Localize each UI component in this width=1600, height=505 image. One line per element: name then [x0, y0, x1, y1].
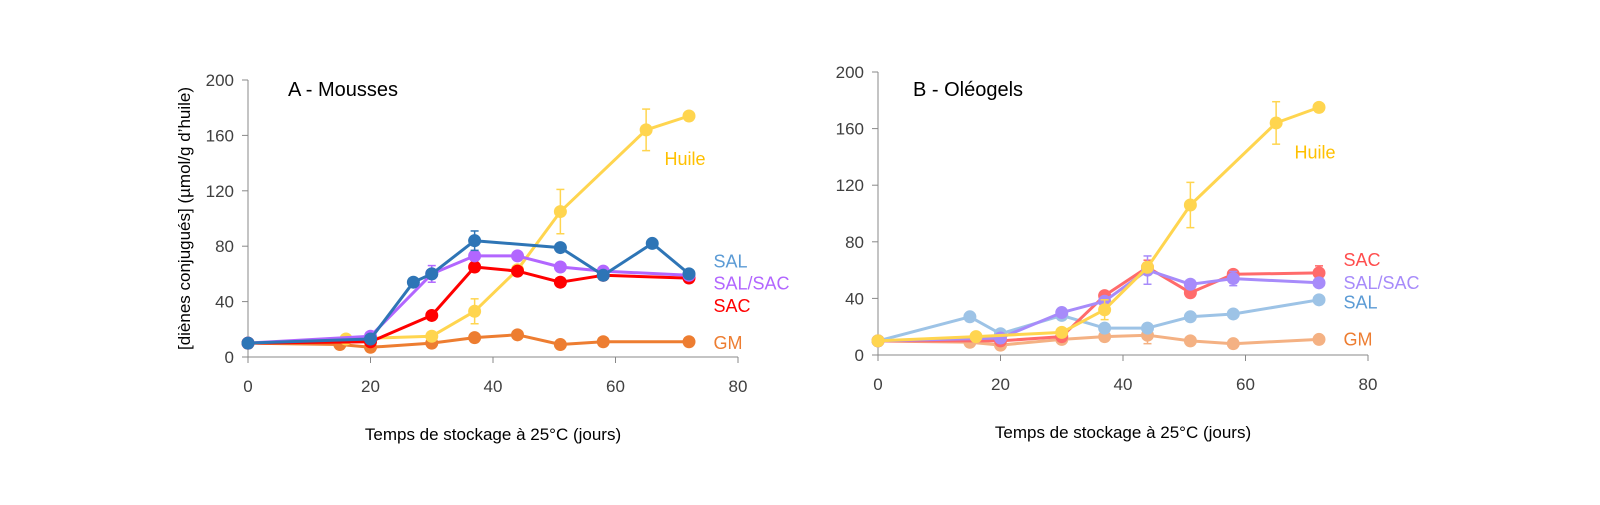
data-point-sal	[682, 267, 696, 281]
data-point-sal	[364, 332, 377, 346]
data-point-sal-sac	[1183, 277, 1197, 291]
data-point-huile	[468, 304, 482, 318]
data-point-huile	[1312, 100, 1326, 114]
data-point-sal	[1098, 321, 1112, 335]
data-point-gm	[596, 335, 610, 349]
data-point-gm	[1183, 334, 1197, 348]
x-tick-label: 60	[1236, 375, 1255, 394]
data-point-gm	[553, 338, 567, 352]
y-axis-label: [diènes conjugués] (µmol/g d’huile)	[175, 87, 194, 350]
data-point-huile	[553, 205, 567, 219]
data-point-huile	[425, 329, 439, 343]
data-point-sal-sac	[1226, 272, 1240, 286]
y-tick-label: 160	[206, 126, 234, 145]
series-label-sal-sac: SAL/SAC	[1344, 273, 1420, 293]
series-sal-sac	[241, 249, 696, 350]
chart-panel-0: 0 40 80 120 160 200 0 20 40 60 80 Temps de stockage…	[175, 71, 790, 444]
data-point-sal	[468, 234, 482, 248]
data-point-gm	[682, 335, 696, 349]
series-label-sac: SAC	[714, 296, 751, 316]
series-label-sal: SAL	[714, 251, 748, 271]
series-huile	[241, 108, 696, 350]
x-axis-label: Temps de stockage à 25°C (jours)	[365, 425, 621, 444]
data-point-sac	[425, 308, 439, 322]
series-line-sac	[878, 265, 1320, 343]
x-tick-label: 80	[1359, 375, 1378, 394]
chart-panel-1: 0 40 80 120 160 200 0 20 40 60 80 Temps de stockage…	[836, 63, 1420, 442]
series-label-sac: SAC	[1344, 250, 1381, 270]
data-point-huile	[682, 109, 696, 123]
series-label-sal-sac: SAL/SAC	[714, 274, 790, 294]
series-sal-sac	[871, 255, 1326, 348]
series-huile	[871, 100, 1326, 348]
data-point-sal-sac	[553, 260, 567, 274]
y-tick-label: 200	[206, 71, 234, 90]
data-point-huile	[871, 334, 885, 348]
data-point-sal-sac	[511, 249, 524, 263]
y-tick-label: 40	[215, 293, 234, 312]
data-point-huile	[1183, 198, 1197, 212]
x-tick-label: 60	[606, 377, 625, 396]
x-axis-label: Temps de stockage à 25°C (jours)	[995, 423, 1251, 442]
series-line-huile	[247, 114, 690, 345]
panel-title: B - Oléogels	[913, 79, 1023, 101]
data-point-huile	[1098, 303, 1112, 317]
data-point-gm	[1312, 332, 1326, 346]
series-label-huile: Huile	[1295, 143, 1336, 163]
x-tick-label: 40	[1114, 375, 1133, 394]
data-point-huile	[1141, 260, 1154, 274]
data-point-sac	[511, 264, 524, 278]
data-point-sal	[645, 236, 659, 250]
data-point-sal-sac	[994, 331, 1007, 345]
x-tick-label: 20	[361, 377, 380, 396]
data-point-sal-sac	[468, 249, 482, 263]
data-point-sal	[1312, 293, 1326, 307]
series-sal	[241, 230, 696, 350]
data-point-gm	[1226, 337, 1240, 351]
data-point-sal	[1141, 321, 1154, 335]
data-point-gm	[511, 328, 524, 342]
y-tick-label: 160	[836, 120, 864, 139]
x-tick-label: 20	[991, 375, 1010, 394]
y-tick-label: 0	[855, 346, 864, 365]
data-point-sal	[406, 275, 420, 289]
panel-title: A - Mousses	[288, 79, 398, 101]
y-tick-label: 80	[845, 233, 864, 252]
y-tick-label: 120	[206, 182, 234, 201]
data-point-huile	[1055, 325, 1069, 339]
x-tick-label: 0	[873, 375, 882, 394]
series-label-gm: GM	[714, 333, 743, 353]
series-label-huile: Huile	[665, 149, 706, 169]
data-point-huile	[969, 330, 983, 344]
x-tick-label: 40	[484, 377, 503, 396]
data-point-sal	[1226, 307, 1240, 321]
data-point-sac	[553, 275, 567, 289]
series-label-gm: GM	[1344, 329, 1373, 349]
series-label-sal: SAL	[1344, 293, 1378, 313]
data-point-sal-sac	[1055, 306, 1069, 320]
data-point-sal	[1183, 310, 1197, 324]
y-tick-label: 80	[215, 237, 234, 256]
data-point-gm	[468, 331, 482, 345]
data-point-sal	[553, 241, 567, 255]
y-tick-label: 0	[225, 348, 234, 367]
x-tick-label: 80	[729, 377, 748, 396]
data-point-sal-sac	[1312, 276, 1326, 290]
series-line-sac	[247, 265, 690, 345]
y-tick-label: 200	[836, 63, 864, 82]
y-tick-label: 40	[845, 289, 864, 308]
data-point-huile	[1269, 116, 1283, 130]
data-point-sac	[468, 260, 482, 274]
y-tick-label: 120	[836, 176, 864, 195]
data-point-sal	[596, 268, 610, 282]
x-tick-label: 0	[243, 377, 252, 396]
series-line-huile	[877, 105, 1320, 343]
data-point-sal	[963, 310, 977, 324]
data-point-sal	[241, 336, 255, 350]
data-point-sal	[425, 267, 439, 281]
data-point-sac	[1312, 266, 1326, 280]
data-point-huile	[639, 123, 653, 137]
